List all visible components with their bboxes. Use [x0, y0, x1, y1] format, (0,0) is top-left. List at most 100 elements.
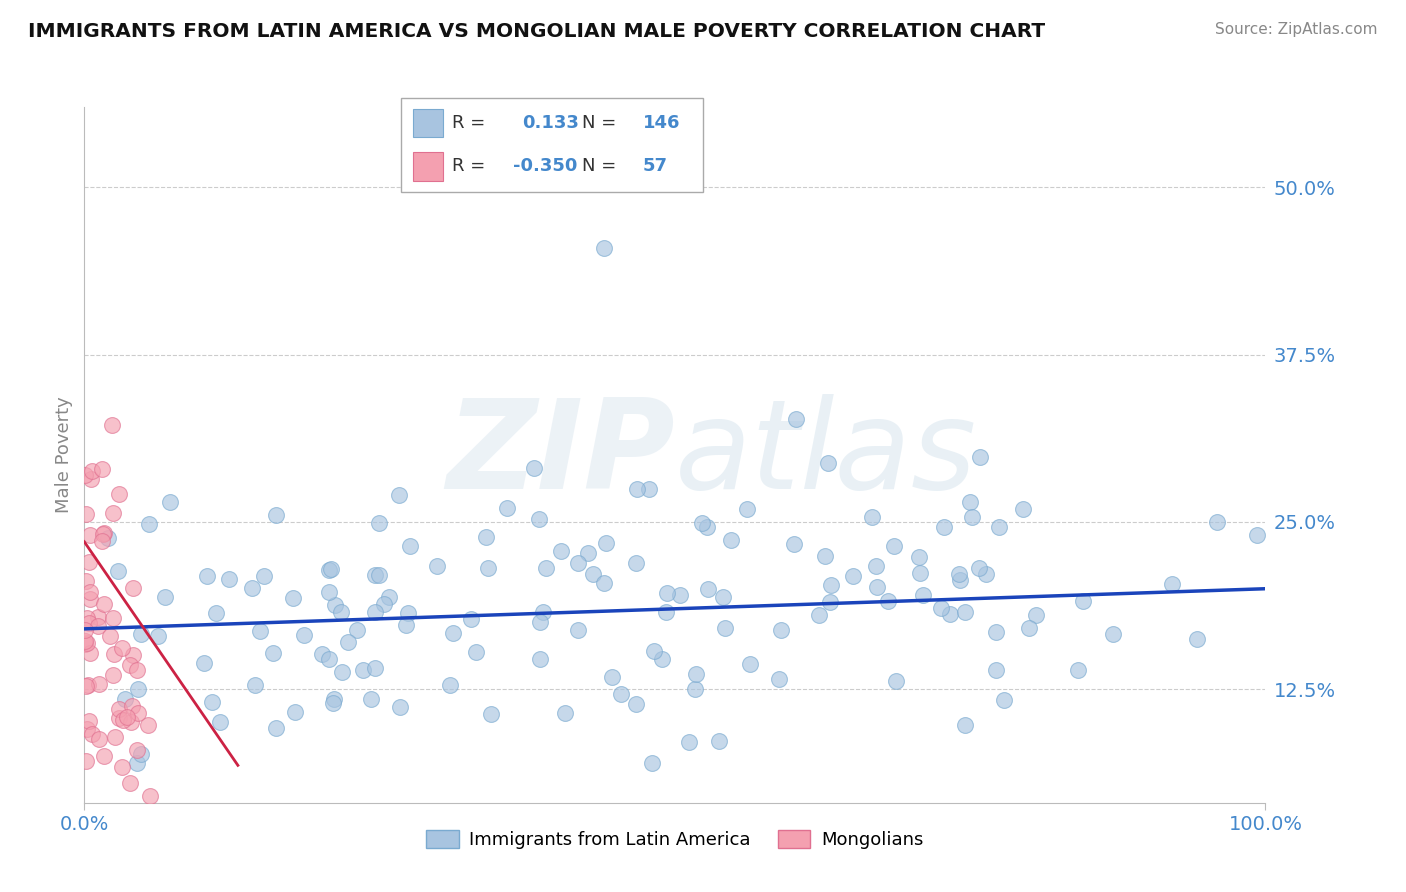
Point — [860, 510, 883, 524]
Point — [474, 530, 496, 544]
Point — [637, 483, 659, 497]
Point — [364, 661, 387, 675]
Point — [1102, 627, 1125, 641]
Point — [127, 682, 149, 697]
Point — [441, 625, 464, 640]
Point — [153, 590, 176, 604]
Point — [93, 748, 115, 763]
Point — [690, 516, 713, 531]
Point — [283, 591, 305, 605]
Point — [626, 697, 648, 711]
Point — [108, 702, 131, 716]
Point — [593, 575, 616, 590]
Point — [75, 574, 97, 588]
Point — [364, 567, 387, 582]
Point — [949, 573, 972, 587]
Point — [1073, 594, 1095, 608]
Point — [218, 573, 240, 587]
Point — [948, 566, 970, 581]
Point — [865, 558, 887, 573]
Point — [318, 652, 340, 666]
Text: -0.350: -0.350 — [513, 158, 576, 176]
Point — [200, 695, 222, 709]
Point — [138, 517, 160, 532]
Point — [554, 706, 576, 720]
Point — [77, 555, 100, 569]
Point — [929, 600, 952, 615]
Point — [363, 605, 385, 619]
Point — [536, 561, 558, 575]
Point — [934, 520, 956, 534]
Point — [266, 722, 288, 736]
Point — [193, 656, 215, 670]
Point — [550, 544, 572, 558]
Point — [360, 692, 382, 706]
Point — [595, 536, 617, 550]
Point — [720, 533, 742, 547]
Point — [262, 646, 284, 660]
Point — [79, 527, 101, 541]
Point — [643, 644, 665, 658]
Point — [93, 597, 115, 611]
Point — [79, 592, 101, 607]
Point — [322, 697, 344, 711]
Point — [669, 589, 692, 603]
Text: IMMIGRANTS FROM LATIN AMERICA VS MONGOLIAN MALE POVERTY CORRELATION CHART: IMMIGRANTS FROM LATIN AMERICA VS MONGOLI… — [28, 22, 1045, 41]
Point — [808, 607, 831, 622]
Point — [125, 743, 148, 757]
Point — [79, 646, 101, 660]
Point — [311, 648, 333, 662]
Text: 57: 57 — [643, 158, 668, 176]
Point — [395, 617, 418, 632]
Point — [697, 582, 720, 596]
Point — [735, 501, 758, 516]
Point — [91, 534, 114, 549]
Text: R =: R = — [453, 114, 485, 132]
Point — [993, 693, 1015, 707]
Point — [685, 667, 707, 681]
Point — [1206, 516, 1229, 530]
Point — [87, 609, 110, 624]
Point — [953, 605, 976, 619]
Point — [93, 527, 115, 541]
Point — [110, 760, 132, 774]
Point — [127, 706, 149, 720]
Point — [240, 581, 263, 595]
Point — [100, 418, 122, 433]
Point — [318, 584, 340, 599]
Point — [814, 549, 837, 563]
Point — [89, 676, 111, 690]
Point — [125, 756, 148, 770]
Point — [567, 623, 589, 637]
Point — [529, 652, 551, 666]
Point — [75, 467, 97, 482]
Point — [129, 626, 152, 640]
Point — [1018, 621, 1040, 635]
Point — [111, 641, 134, 656]
Point — [209, 715, 232, 730]
Point — [495, 501, 517, 516]
Point — [80, 727, 103, 741]
Point — [75, 507, 97, 521]
Point — [582, 567, 605, 582]
Point — [118, 776, 141, 790]
Point — [651, 651, 673, 665]
Point — [600, 670, 623, 684]
Point — [883, 539, 905, 553]
Y-axis label: Male Poverty: Male Poverty — [55, 397, 73, 513]
Point — [117, 710, 139, 724]
Point — [80, 472, 103, 486]
Point — [460, 612, 482, 626]
Point — [1185, 632, 1208, 647]
Point — [373, 597, 395, 611]
Point — [842, 568, 865, 582]
Point — [655, 586, 678, 600]
Legend: Immigrants from Latin America, Mongolians: Immigrants from Latin America, Mongolian… — [419, 822, 931, 856]
Point — [576, 546, 599, 560]
Point — [399, 539, 422, 553]
Point — [960, 510, 983, 524]
Point — [1066, 663, 1088, 677]
Point — [121, 698, 143, 713]
Text: R =: R = — [453, 158, 485, 176]
Point — [127, 663, 149, 677]
